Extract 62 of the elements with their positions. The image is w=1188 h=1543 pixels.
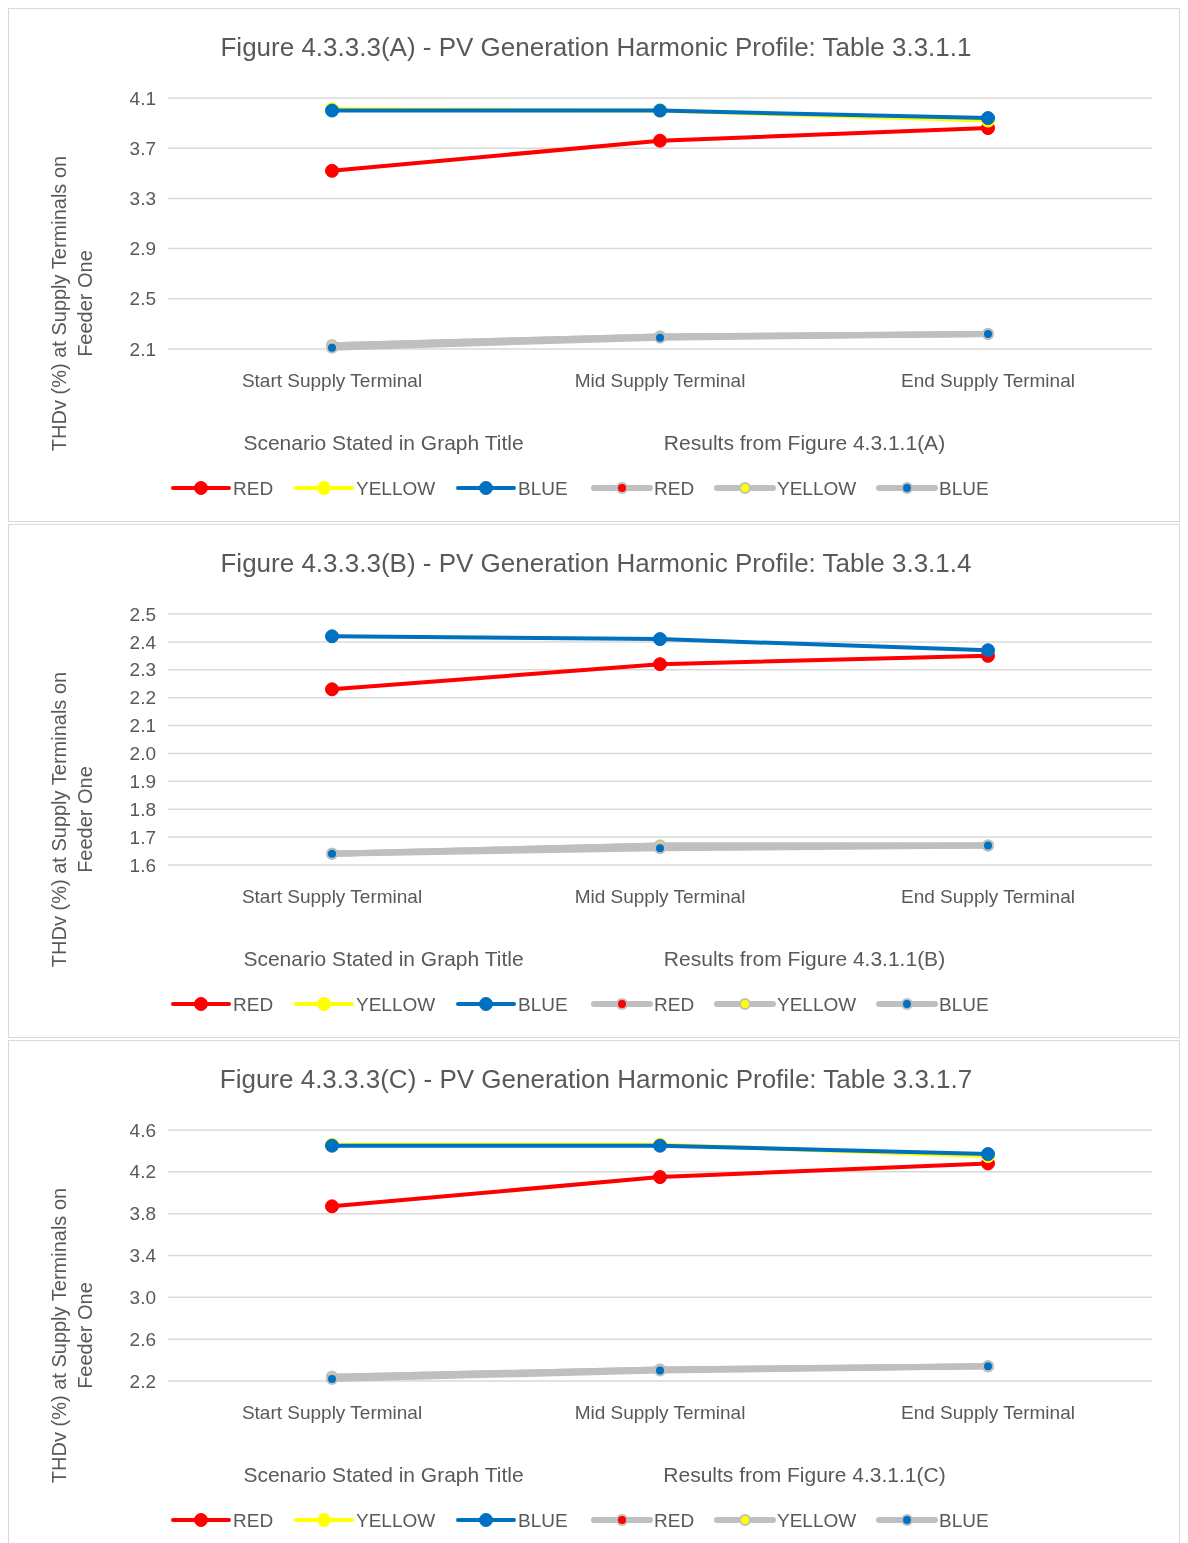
y-tick-label: 2.1 bbox=[129, 338, 156, 360]
legend-label: BLUE bbox=[518, 993, 568, 1015]
x-tick-label: End Supply Terminal bbox=[901, 886, 1075, 907]
legend-label: BLUE bbox=[518, 477, 568, 499]
y-axis-title: THDv (%) at Supply Terminals on Feeder One bbox=[48, 155, 96, 452]
text: Scenario Stated in Graph Title bbox=[243, 431, 524, 454]
text: Results from Figure 4.3.1.1(C) bbox=[663, 1463, 946, 1486]
y-tick-label: 2.4 bbox=[129, 631, 157, 653]
x-tick-label: Mid Supply Terminal bbox=[574, 886, 746, 907]
x-tick-label: Start Supply Terminal bbox=[241, 370, 423, 391]
legend-label: RED bbox=[654, 993, 695, 1015]
legend-label: RED bbox=[233, 477, 274, 499]
x-tick-label: Start Supply Terminal bbox=[241, 886, 423, 907]
y-tick-label: 2.9 bbox=[129, 238, 156, 260]
y-tick-label: 1.7 bbox=[129, 826, 156, 848]
y-tick-label: 3.4 bbox=[129, 1245, 157, 1267]
chart-title: Figure 4.3.3.3(A) - PV Generation Harmonic Profile: Table 3.3.1.1 bbox=[220, 32, 972, 62]
y-tick-label: 1.8 bbox=[129, 798, 156, 820]
legend-label: RED bbox=[233, 993, 274, 1015]
text: Scenario Stated in Graph Title bbox=[243, 947, 524, 970]
chart-title: Figure 4.3.3.3(C) - PV Generation Harmonic Profile: Table 3.3.1.7 bbox=[219, 1064, 973, 1094]
y-tick-label: 2.3 bbox=[129, 659, 156, 681]
legend-label: RED bbox=[654, 1509, 695, 1531]
y-tick-label: 2.5 bbox=[129, 288, 156, 310]
y-tick-label: 2.5 bbox=[129, 603, 156, 625]
x-tick-label: End Supply Terminal bbox=[901, 370, 1075, 391]
y-tick-label: 2.1 bbox=[129, 715, 156, 737]
x-tick-label: Mid Supply Terminal bbox=[574, 370, 746, 391]
y-tick-label: 1.6 bbox=[129, 854, 156, 876]
legend-label: BLUE bbox=[939, 477, 989, 499]
y-axis-title: THDv (%) at Supply Terminals on Feeder One bbox=[48, 1187, 96, 1484]
y-tick-label: 3.3 bbox=[129, 188, 156, 210]
y-tick-label: 3.7 bbox=[129, 137, 156, 159]
x-tick-label: Start Supply Terminal bbox=[241, 1402, 423, 1423]
y-tick-label: 2.2 bbox=[129, 687, 156, 709]
y-tick-label: 1.9 bbox=[129, 770, 156, 792]
legend-label: YELLOW bbox=[356, 993, 436, 1015]
y-tick-label: 4.2 bbox=[129, 1161, 156, 1183]
y-tick-label: 4.6 bbox=[129, 1119, 156, 1141]
legend-label: YELLOW bbox=[777, 1509, 857, 1531]
y-tick-label: 3.8 bbox=[129, 1203, 156, 1225]
text: Results from Figure 4.3.1.1(B) bbox=[663, 947, 946, 970]
y-tick-label: 2.6 bbox=[129, 1328, 156, 1350]
chart-title: Figure 4.3.3.3(B) - PV Generation Harmonic Profile: Table 3.3.1.4 bbox=[220, 548, 972, 578]
x-tick-label: Mid Supply Terminal bbox=[574, 1402, 746, 1423]
text: Scenario Stated in Graph Title bbox=[243, 1463, 524, 1486]
legend-label: BLUE bbox=[939, 993, 989, 1015]
legend-label: BLUE bbox=[939, 1509, 989, 1531]
legend-label: RED bbox=[233, 1509, 274, 1531]
legend-label: YELLOW bbox=[356, 477, 436, 499]
y-tick-label: 2.2 bbox=[129, 1370, 156, 1392]
y-tick-label: 3.0 bbox=[129, 1286, 156, 1308]
x-tick-label: End Supply Terminal bbox=[901, 1402, 1075, 1423]
y-axis-title: THDv (%) at Supply Terminals on Feeder One bbox=[48, 671, 96, 968]
y-tick-label: 4.1 bbox=[129, 87, 156, 109]
text: Results from Figure 4.3.1.1(A) bbox=[663, 431, 946, 454]
legend-label: YELLOW bbox=[356, 1509, 436, 1531]
y-tick-label: 2.0 bbox=[129, 743, 156, 765]
legend-label: YELLOW bbox=[777, 993, 857, 1015]
legend-label: YELLOW bbox=[777, 477, 857, 499]
legend-label: RED bbox=[654, 477, 695, 499]
legend-label: BLUE bbox=[518, 1509, 568, 1531]
